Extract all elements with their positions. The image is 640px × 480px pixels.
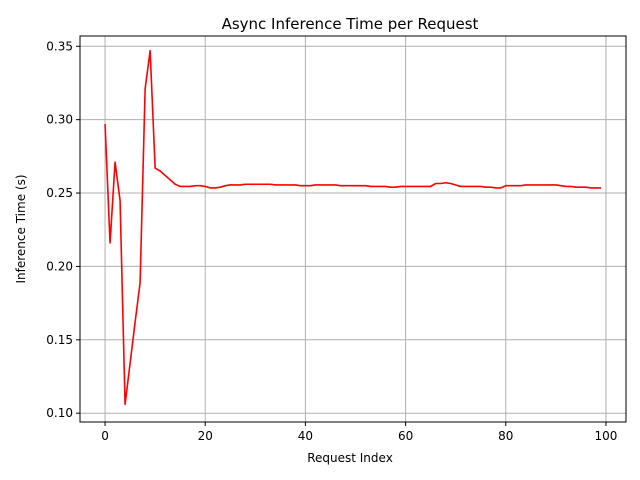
x-tick-label: 100 [595, 429, 618, 443]
x-axis: 0 20 40 60 80 100 [101, 422, 617, 443]
y-tick-label: 0.30 [46, 113, 73, 127]
y-axis-label: Inference Time (s) [14, 174, 28, 283]
series-layer [104, 49, 601, 406]
y-tick-label: 0.10 [46, 406, 73, 420]
y-tick-label: 0.15 [46, 333, 73, 347]
x-tick-label: 60 [398, 429, 413, 443]
x-tick-label: 20 [198, 429, 213, 443]
x-tick-label: 0 [101, 429, 109, 443]
y-tick-label: 0.35 [46, 39, 73, 53]
x-tick-label: 40 [298, 429, 313, 443]
x-tick-label: 80 [498, 429, 513, 443]
plot-frame [79, 35, 627, 423]
chart-title: Async Inference Time per Request [222, 15, 479, 33]
grid [80, 36, 626, 422]
y-tick-label: 0.20 [46, 259, 73, 273]
series-line [104, 49, 601, 406]
y-tick-label: 0.25 [46, 186, 73, 200]
y-axis: 0.10 0.15 0.20 0.25 0.30 0.35 [46, 39, 80, 420]
x-axis-label: Request Index [307, 451, 393, 465]
